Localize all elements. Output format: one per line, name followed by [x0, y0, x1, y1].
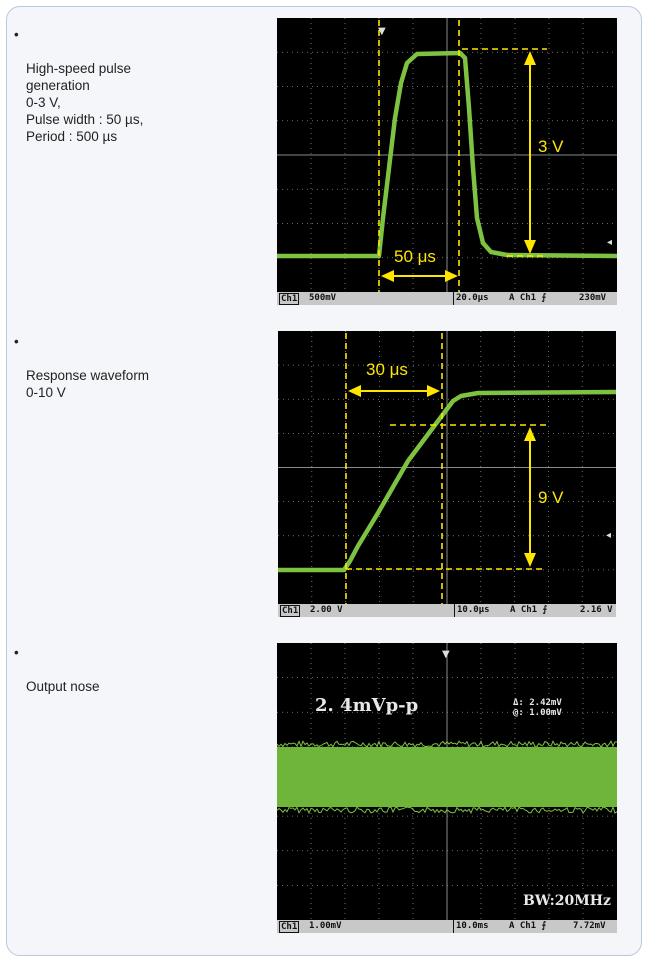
- scope-screen-pulse: 3 V 50 μs ▼ ◂: [277, 18, 617, 292]
- volts-per-div: 500mV: [309, 293, 337, 303]
- time-per-div: 10.0µs: [454, 604, 490, 617]
- channel-label: Ch1: [280, 605, 301, 617]
- caption-text: High-speed pulse generation 0-3 V, Pulse…: [26, 61, 144, 144]
- oscilloscope-response: 9 V 30 μs ◂ Ch1 2.00 V 10.0µs A Ch1 ⨍ 2.…: [278, 331, 616, 617]
- trigger-level: 2.16 V: [580, 605, 613, 615]
- scope-screen-noise: 2. 4mVp-p Δ: 2.42mV @: 1.00mV BW:20MHz ▼: [277, 643, 617, 920]
- oscilloscope-pulse: 3 V 50 μs ▼ ◂ Ch1 500mV 20.0µs A Ch1 ⨍ 2…: [277, 18, 617, 305]
- trigger-source: A Ch1 ⨍: [510, 605, 548, 615]
- at-readout: @: 1.00mV: [513, 708, 562, 718]
- noise-band: [277, 747, 617, 807]
- status-bar: Ch1 2.00 V 10.0µs A Ch1 ⨍ 2.16 V: [278, 604, 616, 617]
- caption-noise: • Output nose: [14, 644, 100, 695]
- volts-per-div: 1.00mV: [309, 921, 342, 931]
- graticule: [278, 331, 616, 604]
- level-marker: ◂: [607, 237, 612, 248]
- caption-text: Response waveform 0-10 V: [26, 368, 150, 400]
- noise-edge-bottom: [277, 805, 617, 815]
- channel-label: Ch1: [279, 293, 300, 305]
- trigger-source: A Ch1 ⨍: [509, 921, 547, 931]
- trigger-marker: ▼: [378, 26, 386, 37]
- width-label: 30 μs: [366, 360, 408, 379]
- caption-pulse: • High-speed pulse generation 0-3 V, Pul…: [14, 26, 144, 145]
- bullet: •: [14, 334, 19, 349]
- noise-edge-top: [277, 739, 617, 749]
- pp-label: 2. 4mVp-p: [315, 695, 418, 716]
- bullet: •: [14, 27, 19, 42]
- delta-readout: Δ: 2.42mV: [513, 698, 562, 708]
- level-marker: ◂: [606, 530, 611, 541]
- oscilloscope-noise: 2. 4mVp-p Δ: 2.42mV @: 1.00mV BW:20MHz ▼…: [277, 643, 617, 933]
- trigger-source: A Ch1 ⨍: [509, 293, 547, 303]
- amplitude-label: 9 V: [538, 488, 564, 507]
- bandwidth-label: BW:20MHz: [523, 893, 611, 909]
- trigger-level: 7.72mV: [573, 921, 606, 931]
- scope-screen-response: 9 V 30 μs ◂: [278, 331, 616, 604]
- status-bar: Ch1 1.00mV 10.0ms A Ch1 ⨍ 7.72mV: [277, 920, 617, 933]
- channel-label: Ch1: [279, 921, 300, 933]
- amplitude-label: 3 V: [538, 137, 564, 156]
- trigger-marker: ▼: [442, 649, 450, 660]
- bullet: •: [14, 645, 19, 660]
- trigger-level: 230mV: [579, 293, 607, 303]
- time-per-div: 10.0ms: [453, 920, 489, 933]
- response-trace: [278, 389, 616, 573]
- caption-text: Output nose: [26, 679, 100, 694]
- width-label: 50 μs: [394, 247, 436, 266]
- graticule: [277, 18, 617, 292]
- pulse-trace: [277, 50, 617, 259]
- time-per-div: 20.0µs: [453, 292, 489, 305]
- status-bar: Ch1 500mV 20.0µs A Ch1 ⨍ 230mV: [277, 292, 617, 305]
- caption-response: • Response waveform 0-10 V: [14, 333, 150, 401]
- volts-per-div: 2.00 V: [310, 605, 343, 615]
